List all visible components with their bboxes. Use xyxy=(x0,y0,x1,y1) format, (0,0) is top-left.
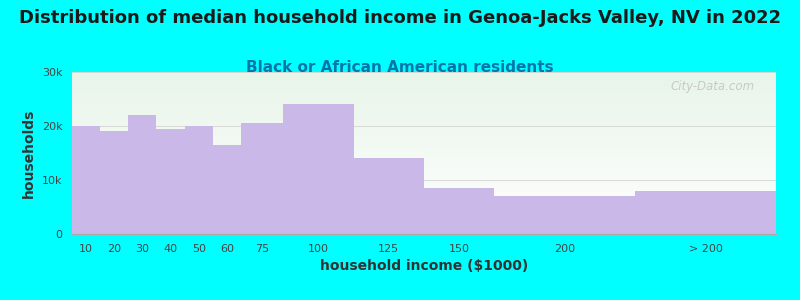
Bar xyxy=(128,115,157,234)
Bar xyxy=(494,196,635,234)
Bar xyxy=(157,129,185,234)
Bar xyxy=(283,104,354,234)
Bar xyxy=(354,158,424,234)
Bar xyxy=(241,123,283,234)
X-axis label: household income ($1000): household income ($1000) xyxy=(320,259,528,273)
Bar xyxy=(100,131,128,234)
Text: Black or African American residents: Black or African American residents xyxy=(246,60,554,75)
Bar xyxy=(424,188,494,234)
Bar xyxy=(72,126,100,234)
Bar xyxy=(185,126,213,234)
Text: City-Data.com: City-Data.com xyxy=(670,80,755,93)
Text: Distribution of median household income in Genoa-Jacks Valley, NV in 2022: Distribution of median household income … xyxy=(19,9,781,27)
Y-axis label: households: households xyxy=(22,108,36,198)
Bar xyxy=(635,191,776,234)
Bar xyxy=(213,145,241,234)
